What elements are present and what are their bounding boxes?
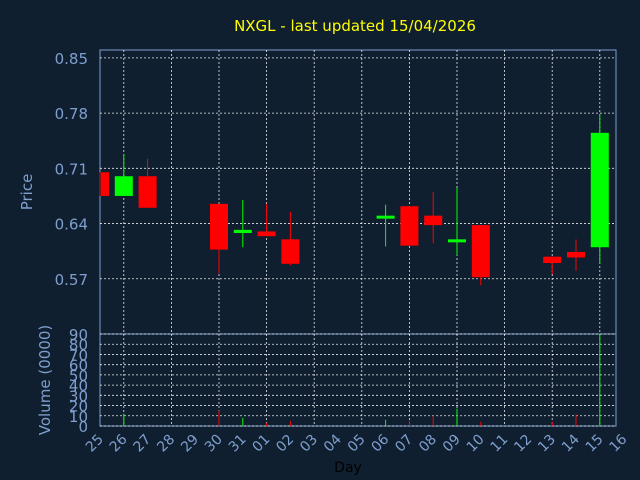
volume-grid-lines [100,333,616,427]
candle-body [376,215,395,219]
day-tick-labels: 25 26 27 28 29 30 31 01 02 03 04 05 06 07 08 09 10 11 12 13… [83,431,631,455]
candles-layer [99,114,609,286]
price-tick-label: 0.78 [55,105,88,123]
candle-body [424,215,443,226]
candle-body [138,176,157,208]
candle-body [114,176,133,196]
candle-body [101,172,109,196]
volume-tick-label: 0 [78,418,88,436]
candle-body [281,239,300,264]
candle-body [400,206,419,246]
volume-tick-label: 40 [69,377,88,395]
price-tick-label: 0.85 [55,50,88,68]
price-tick-label: 0.71 [55,160,88,178]
candle-body [233,229,252,234]
grid-lines [100,50,616,334]
candle-body [590,132,609,248]
candle-body [543,256,562,263]
candle-body [210,203,228,250]
volume-tick-label: 10 [69,408,88,426]
volume-tick-label: 70 [69,346,88,364]
volume-tick-label: 50 [69,367,88,385]
volume-tick-label: 90 [69,326,88,344]
price-tick-label: 0.64 [55,216,88,234]
candle-body [257,231,276,237]
volume-tick-label: 30 [69,387,88,405]
volume-tick-label: 60 [69,357,88,375]
volume-tick-label: 20 [69,398,88,416]
chart-title: NXGL - last updated 15/04/2026 [234,17,476,35]
volume-tick-label: 80 [69,336,88,354]
price-tick-labels: 0.85 0.78 0.71 0.64 0.57 [55,50,88,289]
price-tick-label: 0.57 [55,271,88,289]
candle-body [448,239,466,243]
volume-bars-layer [123,334,601,426]
x-axis-label: Day [334,460,362,476]
candle-body [471,225,490,278]
candle-body [567,251,585,258]
volume-axis-label: Volume (0000) [36,325,54,435]
price-axis-label: Price [18,174,36,211]
